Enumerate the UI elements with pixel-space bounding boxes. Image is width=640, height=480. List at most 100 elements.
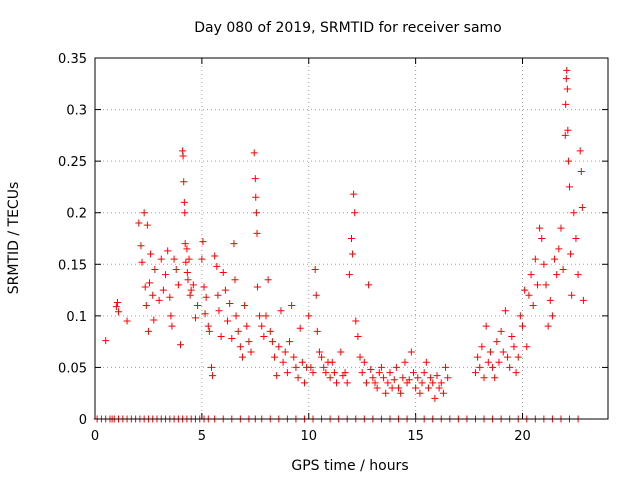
data-point: [194, 302, 202, 310]
data-point: [253, 283, 261, 291]
x-axis-ticks: 0 5 10 15 20: [91, 58, 531, 444]
data-point: [579, 296, 587, 304]
data-point: [551, 255, 559, 263]
data-point: [273, 372, 281, 380]
data-point: [405, 376, 413, 384]
data-point: [499, 348, 507, 356]
data-point: [333, 379, 341, 387]
data-point: [401, 358, 409, 366]
y-axis-ticks: 0 0.05 0.1 0.15 0.2 0.25 0.3 0.35: [58, 52, 608, 428]
data-point: [296, 324, 304, 332]
data-point: [305, 312, 313, 320]
data-point: [168, 322, 176, 330]
data-point: [548, 312, 556, 320]
data-point: [245, 338, 253, 346]
data-point: [508, 332, 516, 340]
data-point: [146, 279, 154, 287]
data-point: [184, 276, 192, 284]
data-point: [277, 307, 285, 315]
y-tick-label: 0.3: [66, 104, 87, 119]
data-point: [544, 322, 552, 330]
data-point: [354, 332, 362, 340]
data-point: [205, 327, 213, 335]
data-point: [326, 374, 334, 382]
data-point: [348, 235, 355, 242]
data-point: [162, 271, 170, 279]
data-point: [538, 235, 546, 242]
data-point: [567, 250, 575, 258]
data-point: [350, 190, 358, 198]
data-point: [202, 293, 210, 301]
data-point: [177, 341, 184, 349]
data-point: [150, 316, 158, 324]
data-point: [236, 343, 244, 351]
data-point: [279, 358, 287, 366]
data-points: [93, 66, 587, 423]
data-point: [491, 374, 499, 382]
data-point: [221, 286, 229, 294]
x-tick-label: 10: [300, 429, 317, 444]
data-point: [345, 271, 353, 279]
data-point: [369, 374, 377, 382]
data-point: [375, 369, 383, 377]
data-point: [234, 327, 242, 335]
y-axis-label: SRMTID / TECUs: [6, 182, 22, 295]
data-point: [407, 348, 415, 356]
data-point: [318, 353, 326, 361]
data-point: [546, 296, 554, 304]
data-point: [495, 358, 503, 366]
data-point: [439, 389, 447, 397]
data-point: [521, 286, 529, 294]
data-point: [307, 363, 315, 371]
data-point: [576, 147, 584, 155]
data-point: [238, 353, 246, 361]
data-point: [271, 353, 279, 361]
data-point: [478, 343, 486, 351]
data-point: [557, 224, 565, 232]
data-point: [514, 353, 522, 361]
data-point: [484, 358, 492, 366]
data-point: [562, 100, 570, 108]
data-point: [442, 363, 450, 371]
data-point: [185, 255, 193, 263]
data-point: [275, 343, 283, 351]
data-point: [371, 379, 379, 387]
data-point: [328, 358, 336, 366]
data-point: [337, 348, 345, 356]
data-point: [262, 312, 270, 320]
data-point: [252, 193, 260, 201]
data-point: [429, 379, 437, 387]
y-tick-label: 0.05: [58, 361, 87, 376]
data-point: [320, 363, 328, 371]
data-point: [204, 322, 212, 330]
data-point: [542, 281, 550, 289]
data-point: [180, 178, 188, 186]
data-point: [476, 363, 484, 371]
data-point: [356, 353, 364, 361]
data-point: [288, 302, 296, 310]
data-point: [564, 126, 572, 134]
data-point: [283, 369, 291, 377]
data-point: [313, 327, 321, 335]
data-point: [412, 384, 420, 392]
data-point: [294, 374, 302, 382]
data-point: [397, 389, 405, 397]
data-point: [142, 302, 150, 310]
data-point: [166, 293, 174, 301]
data-point: [201, 310, 209, 318]
data-point: [493, 338, 501, 346]
data-point: [258, 322, 266, 330]
data-point: [311, 265, 319, 273]
data-point: [213, 262, 221, 270]
data-point: [209, 372, 217, 380]
data-point: [290, 353, 298, 361]
chart-title: Day 080 of 2019, SRMTID for receiver sam…: [194, 20, 502, 36]
data-point: [170, 255, 178, 263]
data-point: [151, 265, 159, 273]
data-point: [474, 353, 482, 361]
data-point: [135, 219, 143, 227]
data-point: [247, 348, 255, 356]
data-point: [510, 343, 518, 351]
data-point: [180, 198, 188, 206]
data-point: [351, 209, 359, 217]
